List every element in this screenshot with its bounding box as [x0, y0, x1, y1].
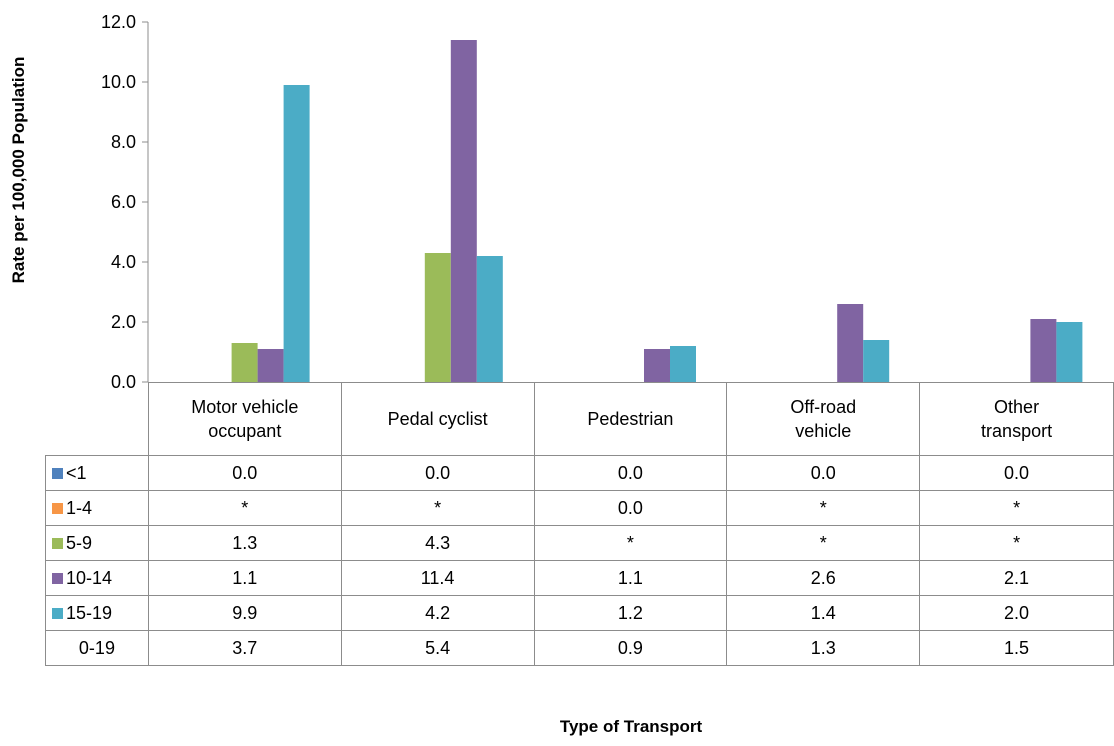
table-cell: 1.3 — [147, 525, 342, 561]
bar-15-19-2 — [670, 346, 696, 382]
table-column-header: Other transport — [919, 382, 1114, 456]
table-row: 5-9 1.3 4.3 * * * — [45, 525, 1114, 561]
table-column-header: Motor vehicle occupant — [147, 382, 342, 456]
table-column-header: Pedal cyclist — [340, 382, 535, 456]
category-label: Motor vehicle — [191, 397, 299, 417]
category-label: occupant — [208, 421, 282, 441]
table-cell: 3.7 — [147, 630, 342, 666]
bar-15-19-4 — [1056, 322, 1083, 382]
y-tick-label: 12.0 — [101, 12, 136, 32]
table-cell: 1.3 — [726, 630, 921, 666]
table-column-header: Off-road vehicle — [726, 382, 921, 456]
table-cell: 2.0 — [919, 595, 1114, 631]
bar-15-19-1 — [476, 256, 503, 382]
table-cell: 4.2 — [340, 595, 535, 631]
table-cell: * — [147, 490, 342, 526]
table-corner — [45, 382, 149, 456]
y-axis: 0.02.04.06.08.010.012.0 — [101, 12, 149, 392]
table-row: 15-19 9.9 4.2 1.2 1.4 2.0 — [45, 595, 1114, 631]
bar-10-14-4 — [1030, 319, 1057, 382]
table-cell: 0.0 — [726, 455, 921, 491]
bar-10-14-0 — [257, 349, 284, 382]
legend-swatch — [52, 467, 63, 479]
table-column-header: Pedestrian — [533, 382, 728, 456]
category-label: vehicle — [795, 421, 852, 441]
table-cell: 0.0 — [147, 455, 342, 491]
table-cell: 9.9 — [147, 595, 342, 631]
series-name: 5-9 — [66, 532, 93, 553]
series-name: <1 — [66, 462, 87, 483]
legend-swatch — [52, 572, 63, 584]
row-label-cell: <1 — [45, 455, 149, 491]
series-name: 15-19 — [66, 602, 113, 623]
table-cell: * — [919, 490, 1114, 526]
bars — [231, 40, 1083, 382]
series-name: 0-19 — [78, 637, 115, 658]
table-cell: 4.3 — [340, 525, 535, 561]
table-cell: 1.4 — [726, 595, 921, 631]
table-cell: 5.4 — [340, 630, 535, 666]
row-label-cell: 15-19 — [45, 595, 149, 631]
bar-5-9-0 — [231, 343, 258, 382]
table-cell: 0.0 — [340, 455, 535, 491]
category-label: Other — [994, 397, 1040, 417]
table-cell: 11.4 — [340, 560, 535, 596]
bar-10-14-2 — [644, 349, 670, 382]
y-tick-label: 4.0 — [111, 252, 136, 272]
y-tick-label: 10.0 — [101, 72, 136, 92]
category-label: Off-road — [790, 397, 857, 417]
row-label-cell: 1-4 — [45, 490, 149, 526]
category-label: Pedestrian — [587, 409, 674, 429]
table-cell: * — [533, 525, 728, 561]
bar-15-19-3 — [863, 340, 890, 382]
y-axis-label: Rate per 100,000 Population — [9, 57, 28, 284]
table-cell: * — [340, 490, 535, 526]
table-cell: * — [726, 525, 921, 561]
table-cell: 1.2 — [533, 595, 728, 631]
legend-swatch — [52, 502, 63, 514]
bar-5-9-1 — [424, 253, 451, 382]
table-cell: 0.0 — [533, 455, 728, 491]
table-cell: 1.5 — [919, 630, 1114, 666]
table-cell: 2.6 — [726, 560, 921, 596]
row-label-cell: 5-9 — [45, 525, 149, 561]
row-label-cell: 10-14 — [45, 560, 149, 596]
category-label: Pedal cyclist — [387, 409, 488, 429]
bar-10-14-3 — [837, 304, 864, 382]
bar-10-14-1 — [450, 40, 477, 382]
data-table: Motor vehicle occupant Pedal cyclist Pedest… — [45, 382, 1114, 666]
bar-15-19-0 — [283, 85, 310, 382]
y-tick-label: 2.0 — [111, 312, 136, 332]
table-cell: 2.1 — [919, 560, 1114, 596]
table-cell: 0.0 — [919, 455, 1114, 491]
table-row: <1 0.0 0.0 0.0 0.0 0.0 — [45, 455, 1114, 491]
table-row: 10-14 1.1 11.4 1.1 2.6 2.1 — [45, 560, 1114, 596]
y-tick-label: 8.0 — [111, 132, 136, 152]
table-cell: 0.0 — [533, 490, 728, 526]
table-cell: 1.1 — [147, 560, 342, 596]
row-label-cell: 0-19 — [45, 630, 149, 666]
category-label: transport — [981, 421, 1053, 441]
table-cell: 0.9 — [533, 630, 728, 666]
table-row: 0-19 3.7 5.4 0.9 1.3 1.5 — [45, 630, 1114, 666]
table-cell: 1.1 — [533, 560, 728, 596]
legend-swatch — [52, 537, 63, 549]
series-name: 10-14 — [66, 567, 113, 588]
table-cell: * — [726, 490, 921, 526]
series-name: 1-4 — [66, 497, 93, 518]
legend-swatch — [52, 607, 63, 619]
y-tick-label: 6.0 — [111, 192, 136, 212]
table-row: 1-4 * * 0.0 * * — [45, 490, 1114, 526]
x-axis-label: Type of Transport — [559, 717, 703, 736]
table-cell: * — [919, 525, 1114, 561]
